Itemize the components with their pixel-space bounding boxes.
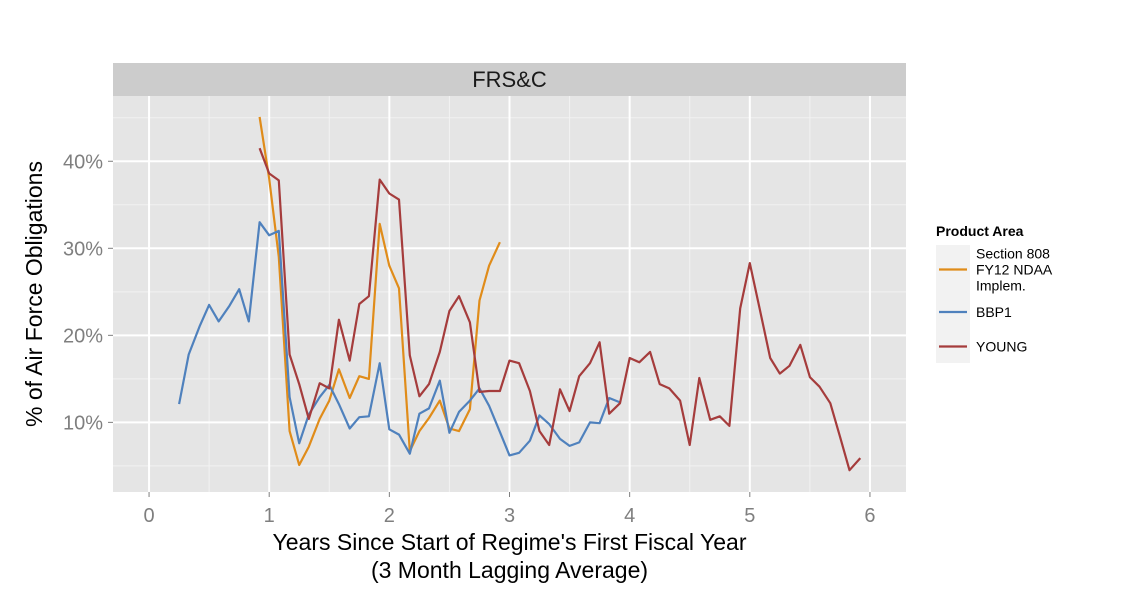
y-tick-label: 40% [63, 151, 103, 173]
series-line-section-808-fy12-ndaa-implem [258, 116, 501, 467]
x-tick-label: 2 [384, 505, 395, 527]
legend-label: Implem. [976, 278, 1026, 294]
x-tick-label: 3 [504, 505, 515, 527]
axis-ticks: 0 1 2 3 4 5 6 10% 20% 30% 40% [63, 151, 876, 527]
x-tick-label: 4 [624, 505, 635, 527]
x-axis-title: Years Since Start of Regime's First Fisc… [273, 529, 747, 555]
x-tick-label: 5 [744, 505, 755, 527]
facet-strip [113, 63, 906, 96]
y-tick-label: 20% [63, 325, 103, 347]
x-tick-label: 1 [264, 505, 275, 527]
legend-label: YOUNG [976, 339, 1027, 355]
legend-label: FY12 NDAA [976, 262, 1053, 278]
facet-title: FRS&C [472, 67, 547, 92]
legend-label: Section 808 [976, 246, 1050, 262]
series-layer [178, 116, 862, 472]
y-tick-label: 30% [63, 238, 103, 260]
x-axis-subtitle: (3 Month Lagging Average) [371, 557, 648, 583]
grid-major [113, 96, 906, 492]
legend-title: Product Area [936, 223, 1024, 239]
series-line-young [258, 147, 862, 472]
series-line-bbp1 [178, 221, 621, 457]
y-tick-label: 10% [63, 412, 103, 434]
y-axis-title: % of Air Force Obligations [21, 161, 47, 427]
x-tick-label: 0 [143, 505, 154, 527]
legend-label: BBP1 [976, 304, 1012, 320]
x-tick-label: 6 [864, 505, 875, 527]
